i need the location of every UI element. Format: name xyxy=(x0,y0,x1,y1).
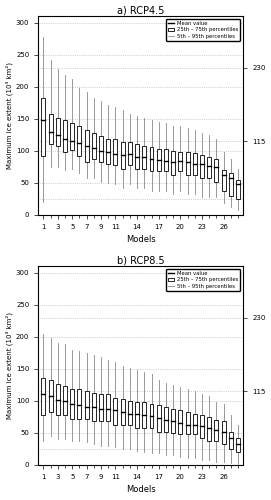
Bar xyxy=(128,142,132,165)
Bar xyxy=(157,149,161,172)
Bar xyxy=(106,394,110,421)
Bar xyxy=(70,124,74,150)
Bar xyxy=(200,156,204,178)
Bar xyxy=(207,417,211,440)
Bar xyxy=(41,98,45,156)
Bar xyxy=(193,414,197,434)
Bar xyxy=(214,420,218,440)
Bar xyxy=(85,130,89,162)
Bar xyxy=(99,394,103,421)
Bar xyxy=(171,151,175,175)
Bar xyxy=(92,393,96,422)
Bar xyxy=(150,404,153,427)
Bar xyxy=(236,180,240,199)
Y-axis label: Maximum ice extent (10³ km²): Maximum ice extent (10³ km²) xyxy=(6,62,13,169)
Bar xyxy=(193,154,197,175)
Bar xyxy=(200,415,204,438)
Bar xyxy=(135,144,139,169)
Bar xyxy=(142,402,146,427)
Bar xyxy=(186,412,189,434)
Bar xyxy=(164,407,168,432)
Title: a) RCP4.5: a) RCP4.5 xyxy=(117,6,164,16)
Bar xyxy=(229,173,233,196)
Bar xyxy=(164,149,168,172)
Bar xyxy=(41,378,45,415)
Bar xyxy=(222,170,225,190)
Bar xyxy=(114,398,117,425)
Bar xyxy=(70,390,74,419)
Bar xyxy=(78,126,81,156)
Bar xyxy=(99,136,103,162)
Bar xyxy=(106,140,110,164)
Bar xyxy=(229,432,233,449)
Y-axis label: Maximum ice extent (10³ km²): Maximum ice extent (10³ km²) xyxy=(6,312,13,419)
Bar xyxy=(214,158,218,182)
X-axis label: Models: Models xyxy=(126,236,156,244)
Bar xyxy=(142,146,146,169)
Bar xyxy=(49,380,53,412)
Bar xyxy=(63,120,67,152)
Bar xyxy=(56,118,60,146)
Title: b) RCP8.5: b) RCP8.5 xyxy=(117,256,164,266)
X-axis label: Models: Models xyxy=(126,486,156,494)
Legend: Mean value, 25th – 75th percentiles, 5th – 95th percentiles: Mean value, 25th – 75th percentiles, 5th… xyxy=(166,269,240,291)
Bar xyxy=(222,422,225,444)
Bar xyxy=(78,390,81,419)
Bar xyxy=(135,402,139,427)
Bar xyxy=(56,384,60,415)
Bar xyxy=(207,157,211,178)
Bar xyxy=(63,386,67,415)
Bar xyxy=(178,410,182,434)
Bar xyxy=(171,409,175,433)
Bar xyxy=(85,391,89,419)
Bar xyxy=(157,406,161,431)
Bar xyxy=(49,114,53,144)
Legend: Mean value, 25th – 75th percentiles, 5th – 95th percentiles: Mean value, 25th – 75th percentiles, 5th… xyxy=(166,19,240,41)
Bar xyxy=(186,152,189,175)
Bar xyxy=(128,401,132,425)
Bar xyxy=(150,147,153,172)
Bar xyxy=(92,133,96,158)
Bar xyxy=(121,399,125,425)
Bar xyxy=(178,152,182,172)
Bar xyxy=(114,140,117,165)
Bar xyxy=(121,142,125,169)
Bar xyxy=(236,438,240,452)
